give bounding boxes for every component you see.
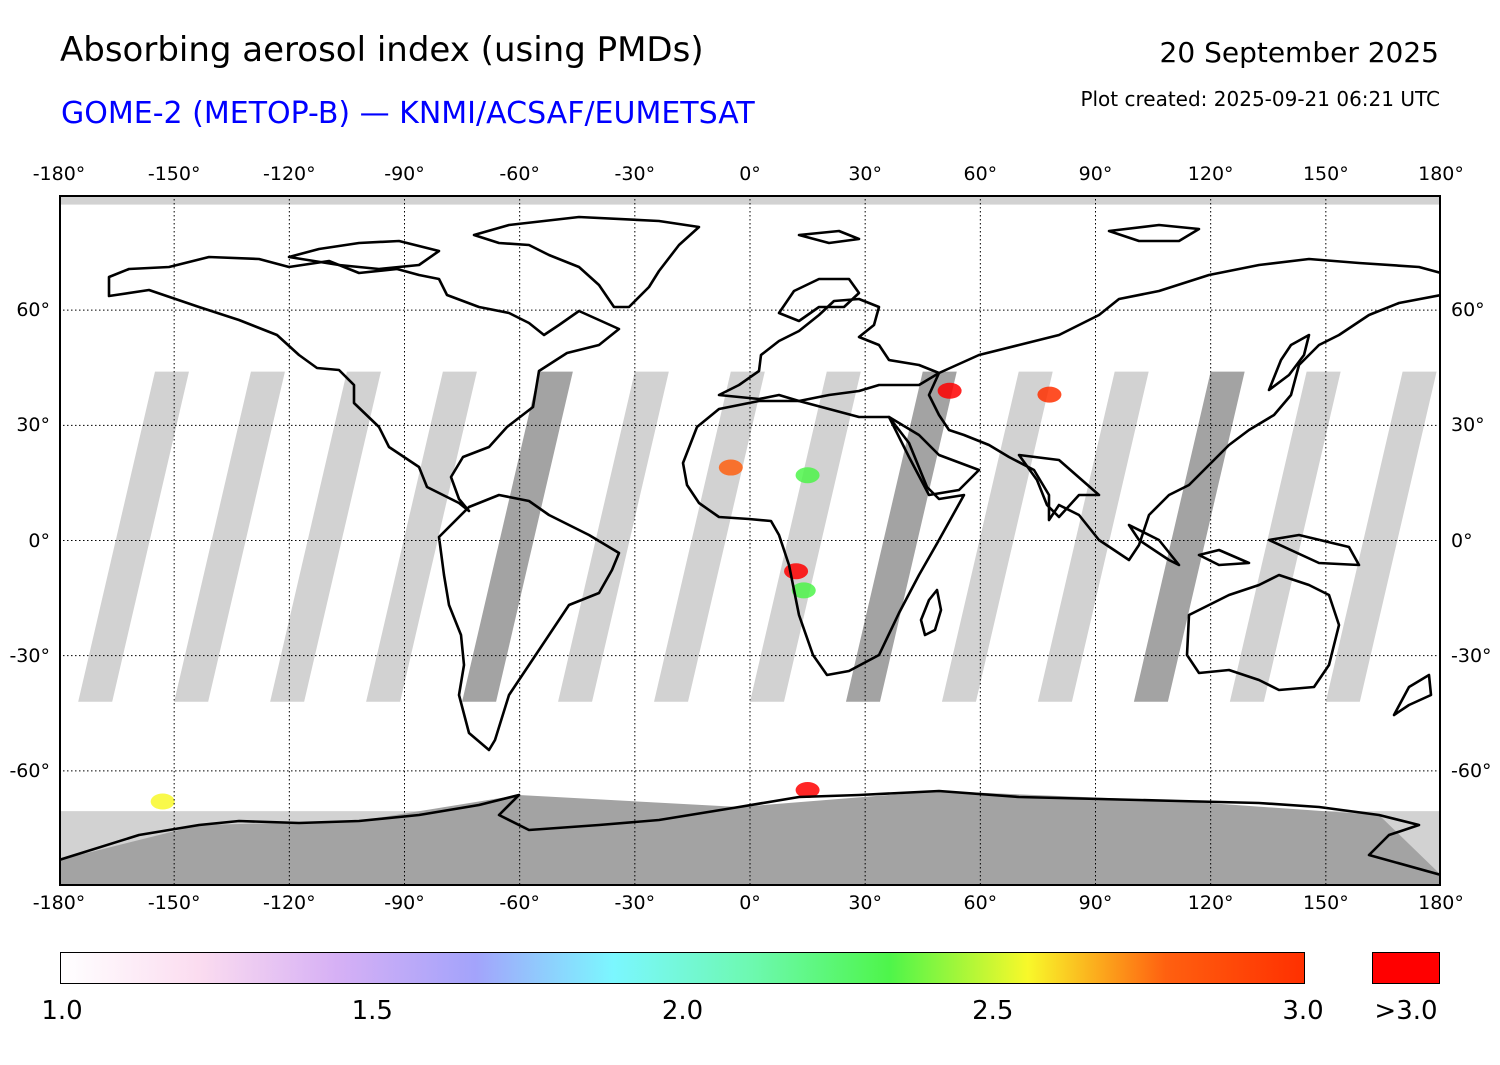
nodata-swath: [78, 371, 189, 702]
aerosol-hotspot: [795, 467, 820, 484]
left-lat-tick: -60°: [9, 759, 50, 782]
coast-arabia: [887, 415, 981, 497]
coast-arctic-islands: [287, 223, 1201, 271]
left-lat-tick: 30°: [16, 414, 50, 437]
nodata-swath: [1037, 371, 1149, 702]
top-lon-tick: 30°: [848, 163, 882, 185]
bottom-lon-tick: -150°: [147, 892, 201, 914]
bottom-lon-tick: 180°: [1418, 892, 1464, 914]
colorbar-tick-label: 1.0: [41, 996, 83, 1026]
nodata-swath: [270, 371, 381, 702]
colorbar: [60, 952, 1305, 984]
colorbar-tick-label: 2.5: [972, 996, 1014, 1026]
nodata-swath: [1325, 371, 1437, 702]
top-lon-tick: -150°: [147, 163, 201, 185]
aerosol-hotspot: [150, 793, 175, 810]
colorbar-tick-label: 3.0: [1282, 996, 1324, 1026]
top-lon-tick: 120°: [1187, 163, 1234, 185]
bottom-lon-tick: 150°: [1302, 892, 1349, 914]
coastlines: [59, 215, 1441, 877]
coast-greenland: [472, 215, 701, 309]
bottom-lon-tick: -60°: [499, 892, 540, 914]
bottom-lon-tick: 30°: [848, 892, 882, 914]
top-lon-tick: -60°: [499, 163, 540, 185]
nodata-swath: [845, 371, 957, 702]
graticule: [59, 195, 1441, 886]
coast-madagascar: [919, 588, 943, 637]
aerosol-hotspot: [718, 459, 743, 476]
aerosol-hotspot: [795, 782, 820, 799]
bottom-lon-tick: 60°: [963, 892, 998, 914]
bottom-lon-tick: 0°: [739, 892, 761, 914]
aerosol-hotspot: [1037, 386, 1062, 403]
top-lon-tick: 150°: [1302, 163, 1349, 185]
world-map: [59, 195, 1441, 886]
top-lon-tick: 0°: [739, 163, 761, 185]
coast-new-zealand: [1392, 673, 1433, 717]
nodata-swath: [750, 371, 861, 702]
coast-australia: [1185, 573, 1341, 692]
coast-antarctica: [59, 789, 1441, 877]
aerosol-hotspot: [937, 382, 962, 399]
left-lat-tick: -30°: [9, 644, 50, 667]
left-lat-tick: 60°: [16, 299, 50, 322]
top-lon-tick: -90°: [384, 163, 425, 185]
top-lon-tick: 60°: [963, 163, 998, 185]
nodata-swath: [462, 371, 573, 702]
right-lat-tick: -60°: [1451, 759, 1492, 782]
chart-title: Absorbing aerosol index (using PMDs): [60, 30, 704, 70]
coast-scandinavia: [777, 277, 861, 323]
top-lon-tick: -30°: [614, 163, 656, 185]
colorbar-tick-label: 2.0: [661, 996, 704, 1026]
bottom-lon-tick: -180°: [32, 892, 86, 914]
coast-japan: [1267, 333, 1311, 392]
right-lat-tick: 30°: [1451, 414, 1485, 437]
top-lon-tick: 90°: [1078, 163, 1113, 185]
bottom-lon-tick: 90°: [1078, 892, 1113, 914]
nodata-swath: [1133, 371, 1245, 702]
aerosol-hotspots: [150, 382, 1062, 810]
bottom-lon-tick: -90°: [384, 892, 425, 914]
nodata-swath: [558, 371, 669, 702]
right-lat-tick: 60°: [1451, 299, 1485, 322]
bottom-lon-tick: 120°: [1187, 892, 1234, 914]
antarctic-nodata-dark: [59, 791, 1441, 886]
aerosol-hotspot: [784, 563, 809, 580]
nodata-swath: [366, 371, 477, 702]
plot-created-label: Plot created: 2025-09-21 06:21 UTC: [1080, 87, 1440, 111]
coast-europe: [717, 297, 941, 403]
aerosol-hotspot: [791, 582, 816, 599]
nodata-swath: [654, 371, 765, 702]
left-lat-tick: 0°: [28, 529, 50, 552]
date-label: 20 September 2025: [1159, 36, 1439, 69]
coast-india: [1017, 453, 1101, 519]
colorbar-over-label: >3.0: [1374, 996, 1438, 1026]
nodata-swath: [174, 371, 285, 702]
bottom-lon-tick: -120°: [263, 892, 316, 914]
colorbar-tick-label: 1.5: [351, 996, 393, 1026]
map-frame: [59, 195, 1441, 886]
colorbar-over: [1372, 952, 1440, 984]
coast-indonesia: [1127, 523, 1361, 567]
nodata-swath: [941, 371, 1053, 702]
top-lon-tick: -120°: [263, 163, 316, 185]
coast-south-america: [437, 493, 621, 752]
top-lon-tick: 180°: [1418, 163, 1464, 185]
coast-africa: [681, 399, 966, 677]
bottom-lon-tick: -30°: [614, 892, 656, 914]
right-lat-tick: 0°: [1451, 529, 1473, 552]
nodata-swaths: [78, 371, 1437, 702]
right-lat-tick: -30°: [1451, 644, 1492, 667]
top-lon-tick: -180°: [32, 163, 86, 185]
chart-subtitle: GOME-2 (METOP-B) — KNMI/ACSAF/EUMETSAT: [61, 96, 755, 131]
